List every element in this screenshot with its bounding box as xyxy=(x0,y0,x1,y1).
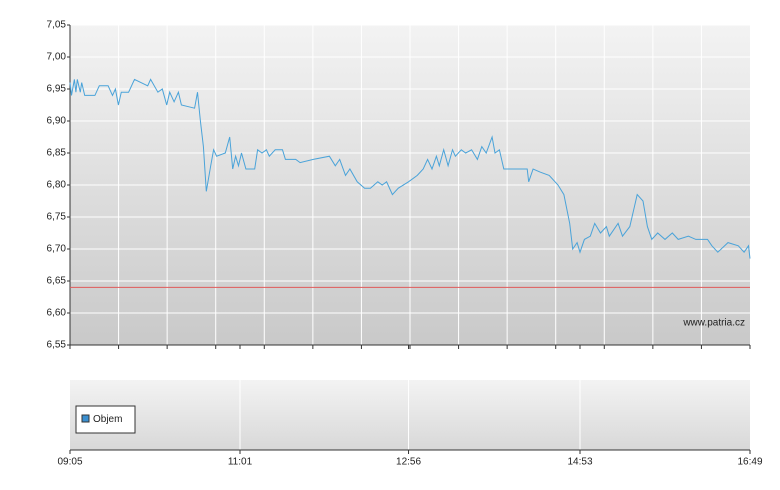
watermark: www.patria.cz xyxy=(682,318,745,329)
y-tick-label: 6,70 xyxy=(47,244,67,255)
legend-label: Objem xyxy=(93,414,122,425)
x-tick-label: 12:56 xyxy=(396,457,421,468)
y-tick-label: 6,55 xyxy=(47,340,67,351)
x-tick-label: 16:49 xyxy=(737,457,762,468)
x-tick-label: 14:53 xyxy=(567,457,592,468)
y-tick-label: 7,05 xyxy=(47,20,67,31)
x-tick-label: 09:05 xyxy=(57,457,82,468)
volume-area xyxy=(70,380,750,450)
price-line xyxy=(69,78,751,259)
y-tick-label: 6,90 xyxy=(47,116,67,127)
y-tick-label: 6,65 xyxy=(47,276,67,287)
y-tick-label: 6,80 xyxy=(47,180,67,191)
y-tick-label: 6,75 xyxy=(47,212,67,223)
y-tick-label: 6,85 xyxy=(47,148,67,159)
legend-swatch xyxy=(81,414,90,423)
y-tick-label: 6,60 xyxy=(47,308,67,319)
y-tick-label: 6,95 xyxy=(47,84,67,95)
y-tick-label: 7,00 xyxy=(47,52,67,63)
x-tick-label: 11:01 xyxy=(228,457,253,468)
